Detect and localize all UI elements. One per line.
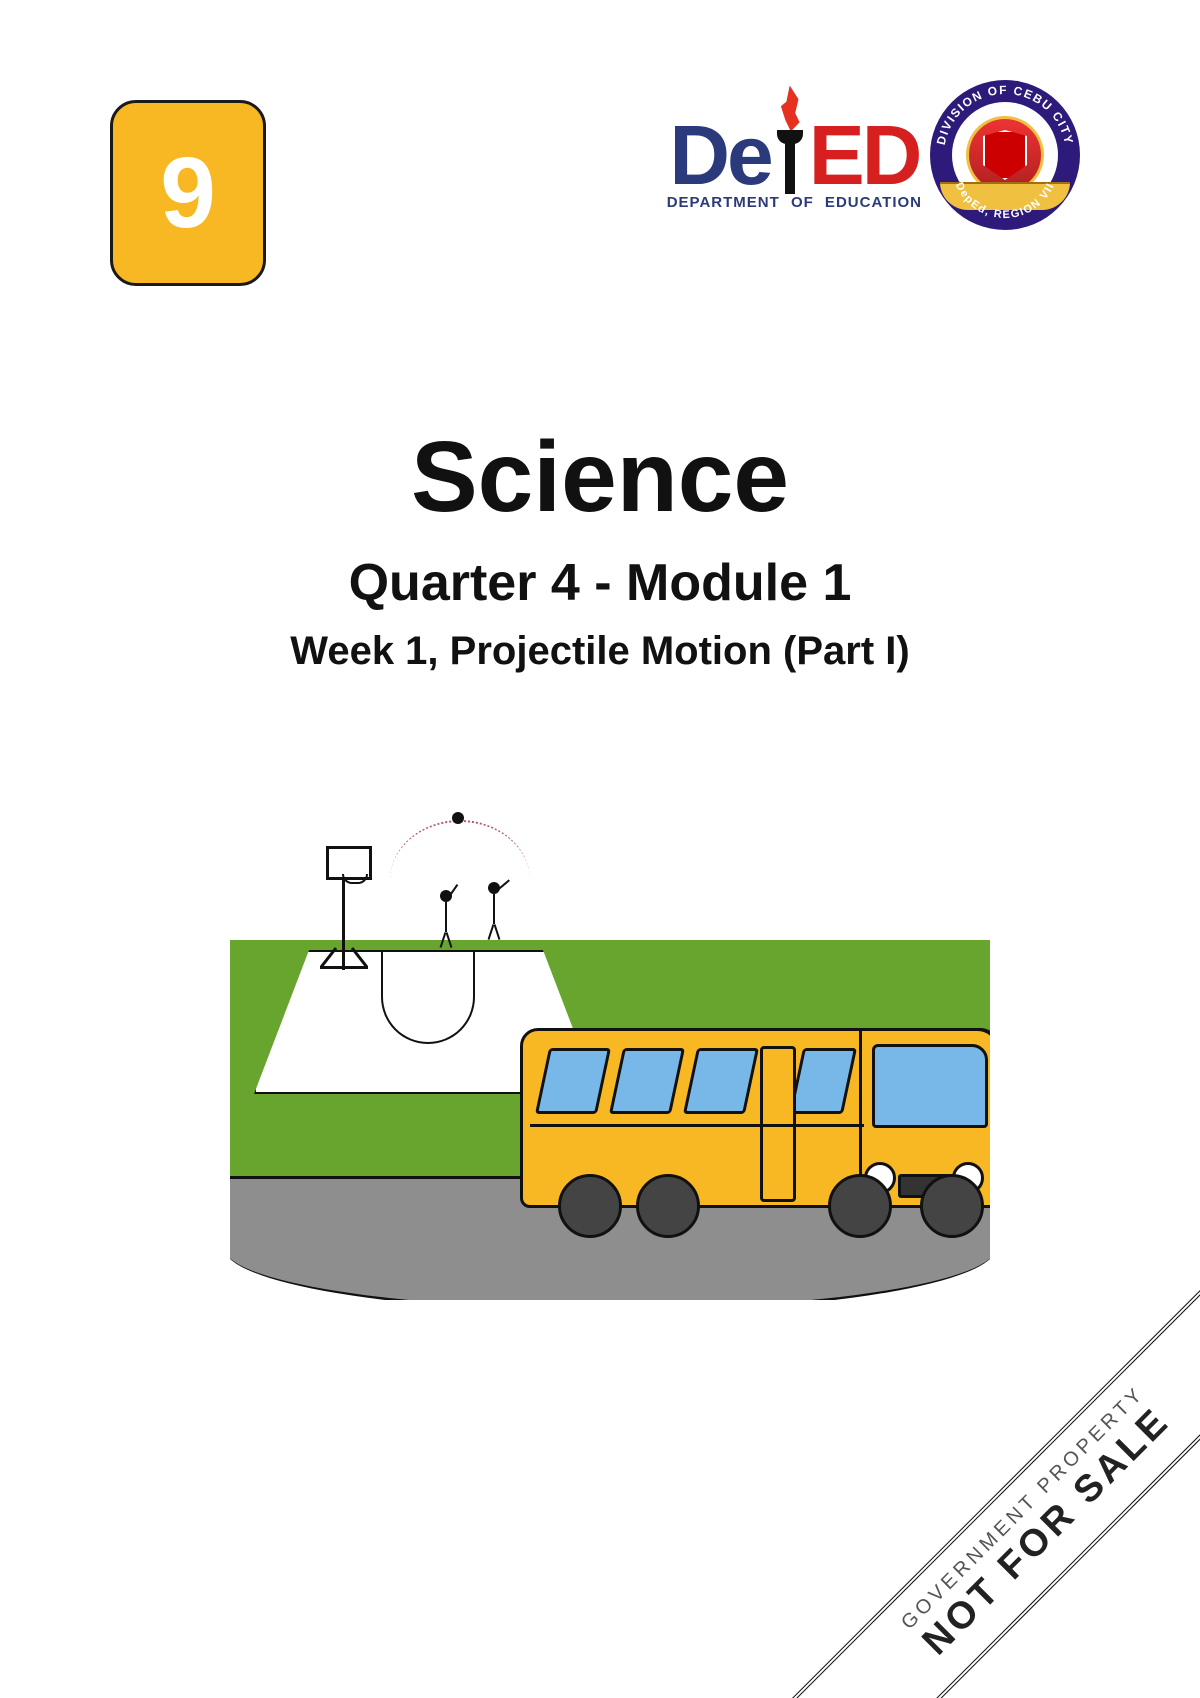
ribbon-icon: [940, 182, 1070, 210]
deped-de-text: De: [669, 118, 770, 194]
grade-level-badge: 9: [110, 100, 266, 286]
windshield-icon: [872, 1044, 988, 1128]
school-bus: [520, 1028, 990, 1238]
shield-icon: [983, 130, 1027, 180]
deped-wordmark: De ED: [669, 100, 919, 194]
module-cover-page: 9 De ED DEPARTMENT OF EDUCATION: [0, 0, 1200, 1698]
player-2: [488, 882, 500, 924]
banner-line-2: NOT FOR SALE: [805, 1290, 1200, 1698]
deped-ed-text: ED: [809, 118, 920, 194]
ball-icon: [452, 812, 464, 824]
wheel-icon: [920, 1174, 984, 1238]
grade-number: 9: [160, 136, 216, 251]
header-logos: De ED DEPARTMENT OF EDUCATION: [667, 80, 1080, 230]
wheel-icon: [558, 1174, 622, 1238]
title-block: Science Quarter 4 - Module 1 Week 1, Pro…: [0, 420, 1200, 674]
deped-subtext: DEPARTMENT OF EDUCATION: [667, 194, 922, 211]
quarter-module: Quarter 4 - Module 1: [0, 553, 1200, 613]
not-for-sale-banner: GOVERNMENT PROPERTY NOT FOR SALE: [776, 1261, 1200, 1698]
division-seal: DIVISION OF CEBU CITY DepEd, REGION VII: [930, 80, 1080, 230]
wheel-icon: [828, 1174, 892, 1238]
cover-illustration: [230, 800, 990, 1300]
banner-line-1: GOVERNMENT PROPERTY: [789, 1274, 1200, 1698]
subject-title: Science: [0, 420, 1200, 535]
player-1: [440, 890, 452, 932]
wheel-icon: [636, 1174, 700, 1238]
deped-logo: De ED DEPARTMENT OF EDUCATION: [667, 100, 922, 211]
week-topic: Week 1, Projectile Motion (Part I): [0, 629, 1200, 674]
torch-icon: [773, 100, 807, 194]
